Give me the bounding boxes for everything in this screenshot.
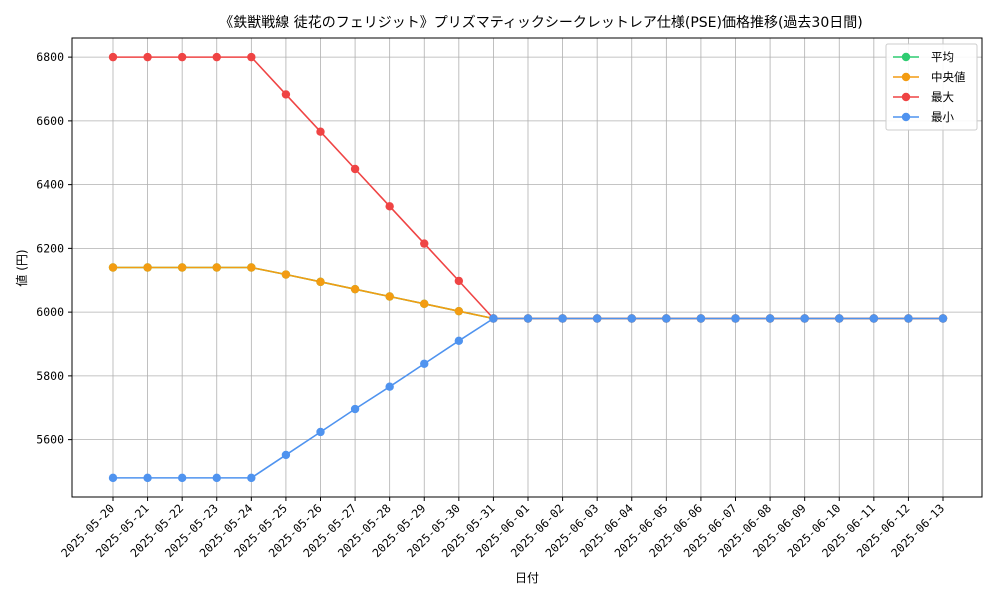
- data-point: [108, 52, 118, 62]
- data-point: [835, 314, 844, 323]
- data-point: [350, 164, 360, 174]
- y-tick-label: 5800: [36, 369, 64, 383]
- y-tick-label: 6000: [36, 305, 64, 319]
- legend-label: 中央値: [931, 70, 966, 84]
- legend-marker: [901, 52, 911, 62]
- legend-label: 最小: [931, 110, 954, 124]
- data-point: [212, 263, 221, 272]
- y-tick-label: 6800: [36, 50, 64, 64]
- y-tick-label: 6600: [36, 114, 64, 128]
- data-point: [316, 427, 325, 437]
- series-4: [108, 314, 948, 483]
- y-tick-label: 6200: [36, 241, 64, 255]
- data-point: [212, 473, 221, 483]
- legend-marker: [901, 112, 911, 122]
- data-point: [247, 473, 256, 483]
- legend-marker: [901, 72, 911, 82]
- y-axis-label: 値 (円): [14, 249, 29, 286]
- data-point: [420, 239, 429, 248]
- data-point: [696, 314, 706, 323]
- data-point: [800, 314, 809, 323]
- data-point: [454, 306, 464, 316]
- y-axis-ticks: 5600 5800 6000 6200 6400 6600 6800: [36, 50, 72, 447]
- legend-box: [885, 43, 978, 131]
- data-point: [385, 382, 394, 391]
- data-point: [592, 314, 602, 323]
- data-point: [316, 127, 325, 136]
- data-point: [350, 284, 360, 294]
- data-point: [316, 277, 325, 287]
- data-point: [281, 90, 291, 99]
- data-point: [731, 314, 740, 323]
- plot-area-frame: [71, 37, 983, 498]
- data-point: [247, 263, 256, 272]
- data-point: [177, 263, 187, 272]
- data-point: [108, 263, 118, 272]
- legend-entry: 中央値: [893, 70, 966, 84]
- data-point: [869, 314, 879, 323]
- y-tick-label: 5600: [36, 433, 64, 447]
- data-point: [627, 314, 636, 323]
- data-point: [143, 52, 152, 62]
- data-point: [662, 314, 671, 323]
- data-point: [177, 52, 187, 62]
- data-point: [385, 202, 394, 211]
- data-point: [558, 314, 567, 323]
- legend-label: 最大: [931, 90, 954, 104]
- legend-entry: 最大: [893, 90, 954, 104]
- data-point: [454, 336, 464, 346]
- data-series: [108, 52, 948, 483]
- data-point: [489, 314, 498, 323]
- data-point: [350, 404, 360, 414]
- data-point: [765, 314, 775, 323]
- data-point: [281, 450, 291, 460]
- x-axis-label: 日付: [515, 571, 539, 585]
- data-point: [177, 473, 187, 483]
- data-point: [143, 263, 152, 272]
- data-point: [938, 314, 948, 323]
- legend-entry: 最小: [893, 110, 954, 124]
- data-point: [523, 314, 533, 323]
- data-point: [454, 276, 464, 286]
- data-point: [385, 292, 394, 301]
- data-point: [247, 52, 256, 62]
- data-point: [420, 299, 429, 309]
- y-tick-label: 6400: [36, 178, 64, 192]
- data-point: [212, 52, 221, 62]
- data-point: [108, 473, 118, 483]
- data-point: [281, 270, 291, 279]
- legend-entry: 平均: [893, 50, 954, 64]
- data-point: [904, 314, 913, 323]
- data-point: [420, 359, 429, 368]
- legend-marker: [901, 92, 911, 102]
- legend-label: 平均: [931, 50, 954, 64]
- data-point: [143, 473, 152, 483]
- chart-title: 《鉄獣戦線 徒花のフェリジット》プリズマティックシークレットレア仕様(PSE)価…: [219, 15, 862, 31]
